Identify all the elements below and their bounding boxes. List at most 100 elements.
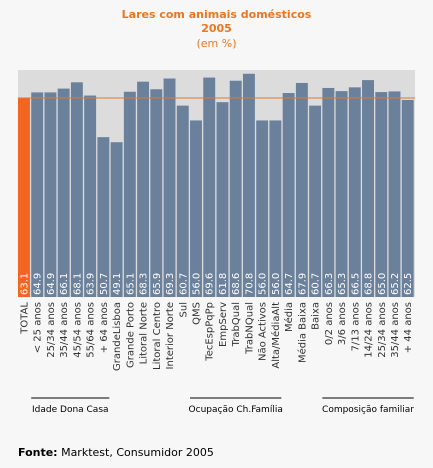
bar-21	[295, 82, 308, 298]
value-label-6: 50.7	[99, 273, 110, 295]
category-label-28: 35/44 anos	[390, 302, 401, 358]
group-label-2: Composição familiar	[322, 405, 414, 415]
category-label-8: Grande Porto	[125, 302, 136, 368]
value-label-16: 68.6	[231, 273, 242, 295]
bar-8	[123, 91, 136, 297]
bar-22	[309, 105, 322, 297]
value-label-18: 56.0	[258, 273, 269, 295]
bar-6	[97, 137, 110, 297]
category-label-2: 25/34 anos	[46, 302, 57, 358]
category-label-7: GrandeLisboa	[112, 302, 123, 371]
value-label-5: 63.9	[86, 273, 97, 295]
bar-4	[70, 82, 83, 297]
value-label-0: 63.1	[19, 273, 30, 295]
category-label-16: TrabQual	[231, 302, 242, 347]
bar-24	[335, 91, 348, 298]
value-label-24: 65.3	[337, 273, 348, 295]
source-label: Fonte:	[18, 446, 58, 459]
category-label-26: 14/24 anos	[364, 302, 375, 358]
category-label-25: 7/13 anos	[350, 302, 361, 351]
category-label-6: + 64 anos	[99, 302, 110, 353]
category-label-13: QMS	[192, 302, 203, 325]
group-label-0: Idade Dona Casa	[32, 405, 109, 415]
bar-20	[282, 93, 295, 298]
value-label-2: 64.9	[46, 273, 57, 295]
value-label-10: 65.9	[152, 273, 163, 295]
bar-1	[31, 92, 44, 297]
category-label-11: Interior Norte	[165, 302, 176, 369]
value-label-25: 66.5	[350, 273, 361, 295]
category-label-20: Média	[283, 302, 295, 332]
bar-16	[229, 80, 242, 297]
value-label-3: 66.1	[59, 273, 70, 295]
bar-23	[322, 87, 335, 297]
value-label-23: 66.3	[324, 273, 335, 295]
category-label-3: 35/44 anos	[59, 302, 70, 358]
bar-28	[388, 91, 401, 297]
bar-5	[84, 95, 97, 297]
category-label-17: TrabNQual	[244, 302, 255, 355]
category-label-22: Baixa	[311, 302, 322, 330]
value-label-27: 65.0	[377, 273, 388, 295]
value-label-7: 49.1	[112, 273, 123, 295]
category-label-29: + 44 anos	[403, 302, 414, 353]
bar-25	[348, 87, 361, 297]
bar-12	[176, 105, 189, 297]
category-label-18: Não Activos	[258, 302, 269, 361]
bar-13	[190, 120, 202, 297]
value-label-17: 70.8	[244, 273, 255, 295]
bar-14	[203, 77, 216, 297]
chart-subtitle: 2005	[201, 22, 232, 35]
category-label-19: Alta/MédiaAlt	[270, 302, 282, 369]
value-label-15: 61.8	[218, 273, 229, 295]
category-label-15: EmpServ	[218, 302, 229, 347]
category-label-4: 45/54 anos	[72, 302, 83, 358]
category-label-5: 55/64 anos	[86, 302, 97, 358]
value-label-11: 69.3	[165, 273, 176, 295]
value-label-19: 56.0	[271, 273, 282, 295]
bar-15	[216, 102, 229, 297]
category-label-14: TecEspPqPp	[205, 302, 216, 362]
category-label-23: 0/2 anos	[324, 302, 335, 345]
bar-7	[110, 142, 123, 297]
bar-3	[57, 88, 70, 297]
group-label-1: Ocupação Ch.Família	[189, 405, 283, 415]
category-label-24: 3/6 anos	[337, 302, 348, 345]
bar-11	[163, 78, 176, 297]
bar-26	[362, 80, 374, 297]
value-label-1: 64.9	[33, 273, 44, 295]
value-label-21: 67.9	[297, 273, 308, 295]
value-label-12: 60.7	[178, 273, 189, 295]
value-label-9: 68.3	[139, 273, 150, 295]
bar-2	[44, 92, 57, 297]
bar-10	[150, 89, 163, 297]
category-label-1: < 25 anos	[33, 302, 44, 353]
value-label-13: 56.0	[192, 273, 203, 295]
value-label-20: 64.7	[284, 273, 295, 295]
value-label-14: 69.6	[205, 273, 216, 295]
chart-title: Lares com animais domésticos	[121, 8, 312, 21]
category-label-27: 25/34 anos	[377, 302, 388, 358]
bar-17	[242, 73, 255, 297]
source-text: Marktest, Consumidor 2005	[57, 446, 214, 459]
bar-19	[269, 120, 282, 297]
bar-29	[401, 99, 414, 297]
bar-18	[256, 120, 269, 297]
value-label-8: 65.1	[125, 273, 136, 295]
value-label-28: 65.2	[390, 273, 401, 295]
category-label-21: Média Baixa	[296, 302, 308, 363]
value-label-29: 62.5	[403, 273, 414, 295]
value-label-22: 60.7	[311, 273, 322, 295]
bar-27	[375, 92, 388, 297]
source-note: Fonte: Marktest, Consumidor 2005	[18, 446, 214, 459]
category-label-12: Sul	[178, 302, 189, 317]
value-label-26: 68.8	[364, 273, 375, 295]
value-label-4: 68.1	[72, 273, 83, 295]
bar-9	[137, 81, 150, 297]
category-label-9: Litoral Norte	[139, 302, 150, 364]
category-label-0: TOTAL	[19, 302, 30, 335]
category-label-10: Litoral Centro	[152, 302, 163, 370]
chart-unit-note: (em %)	[196, 37, 237, 50]
